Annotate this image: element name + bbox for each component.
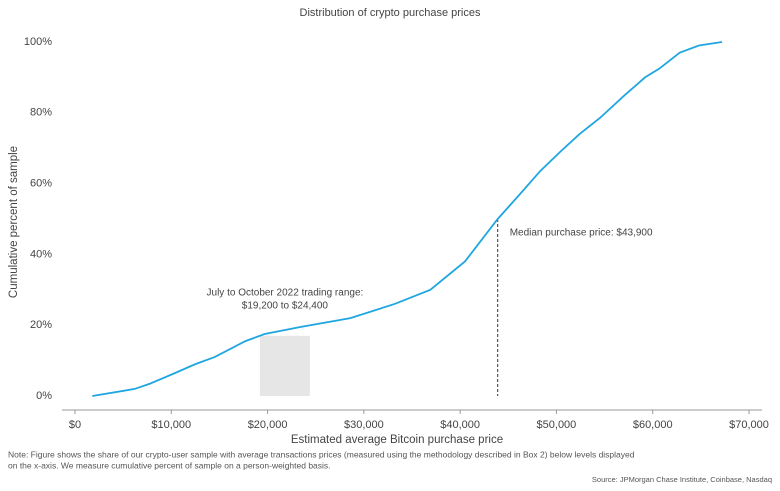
trading-range	[259, 335, 310, 396]
y-tick-label: 40%	[30, 248, 52, 260]
annotation: July to October 2022 trading range:	[207, 288, 364, 299]
source: Source: JPMorgan Chase Institute, Coinba…	[592, 475, 772, 484]
y-tick-label: 100%	[24, 36, 52, 48]
chart-title: Distribution of crypto purchase prices	[300, 7, 481, 19]
y-tick-label: 20%	[30, 319, 52, 331]
x-tick-label: $70,000	[729, 419, 769, 431]
y-tick-label: 60%	[30, 178, 52, 190]
x-tick-label: $20,000	[248, 419, 288, 431]
line	[92, 41, 723, 397]
x-tick-label: $60,000	[633, 419, 673, 431]
annotation: Median purchase price: $43,900	[510, 228, 653, 239]
x-tick-label: $0	[69, 419, 81, 431]
y-tick-label: 80%	[30, 107, 52, 119]
x-tick-label: $40,000	[440, 419, 480, 431]
note-line: on the x-axis. We measure cumulative per…	[8, 460, 331, 470]
x-tick-label: $30,000	[344, 419, 384, 431]
x-axis-label: Estimated average Bitcoin purchase price	[291, 434, 503, 446]
y-axis-label: Cumulative percent of sample	[8, 146, 20, 298]
x-tick-label: $10,000	[151, 419, 191, 431]
annotation: $19,200 to $24,400	[242, 301, 329, 312]
note-line: Note: Figure shows the share of our cryp…	[8, 449, 635, 459]
y-tick-label: 0%	[36, 390, 52, 402]
x-tick-label: $50,000	[537, 419, 577, 431]
